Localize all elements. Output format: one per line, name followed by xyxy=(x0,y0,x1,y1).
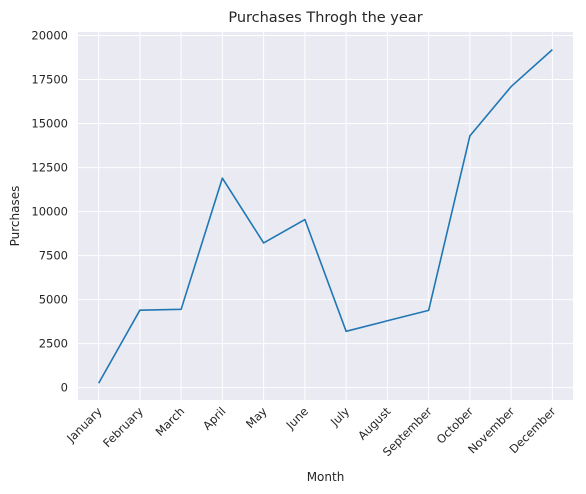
plot-area xyxy=(78,32,573,400)
x-axis-label: Month xyxy=(307,470,345,484)
y-axis-label: Purchases xyxy=(8,186,22,247)
y-tick-labels: 0 2500 5000 7500 10000 12500 15000 17500 20000 xyxy=(31,29,68,395)
y-tick-label: 10000 xyxy=(31,205,68,219)
x-tick-label: February xyxy=(100,404,146,450)
purchases-series-line xyxy=(97,49,553,384)
x-tick-label: August xyxy=(355,404,394,443)
gridlines xyxy=(78,32,573,400)
x-tick-label: April xyxy=(200,404,228,432)
y-tick-label: 7500 xyxy=(39,249,68,263)
x-tick-label: January xyxy=(63,404,105,446)
x-tick-label: May xyxy=(243,404,270,431)
x-tick-label: June xyxy=(283,404,311,432)
y-tick-label: 0 xyxy=(61,381,68,395)
y-tick-label: 20000 xyxy=(31,29,68,43)
y-tick-label: 5000 xyxy=(39,293,68,307)
x-tick-label: March xyxy=(153,404,188,439)
chart-title: Purchases Throgh the year xyxy=(228,10,422,26)
y-tick-label: 17500 xyxy=(31,73,68,87)
y-tick-label: 12500 xyxy=(31,161,68,175)
y-tick-label: 15000 xyxy=(31,117,68,131)
x-tick-label: October xyxy=(434,404,477,447)
x-tick-label: July xyxy=(327,404,352,429)
y-tick-label: 2500 xyxy=(39,337,68,351)
